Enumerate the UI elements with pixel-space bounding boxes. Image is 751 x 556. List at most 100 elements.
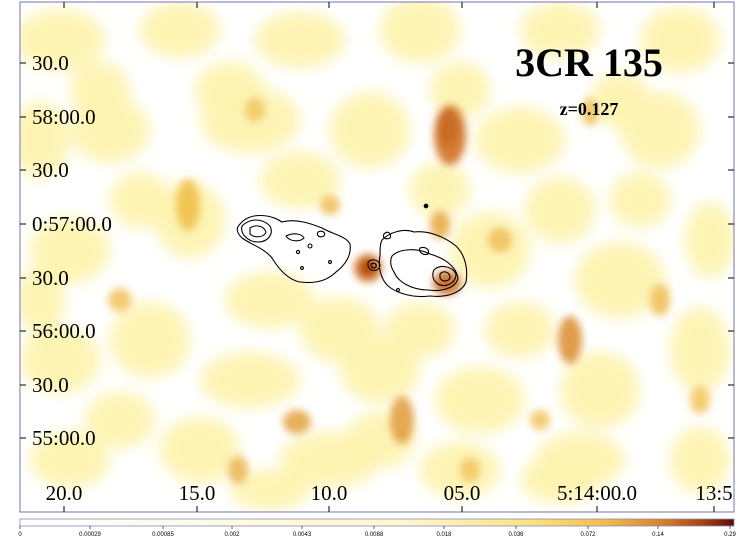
east-lobe-contour-hotspot-inner bbox=[439, 271, 451, 282]
faint-emission-blob bbox=[230, 469, 310, 511]
faint-emission-blob bbox=[475, 107, 565, 173]
colorbar-tick-label: 0.002 bbox=[224, 532, 240, 538]
colorbar-tick-label: 0.14 bbox=[652, 532, 664, 538]
east-lobe-contour-outer bbox=[378, 229, 468, 298]
faint-emission-blob bbox=[110, 302, 190, 378]
core-contour bbox=[367, 259, 381, 272]
faint-emission-blob bbox=[20, 267, 65, 333]
faint-emission-blob bbox=[485, 302, 555, 358]
colorbar-tick-label: 0.00085 bbox=[152, 532, 174, 538]
bright-emission-blob bbox=[650, 284, 670, 316]
faint-emission-blob bbox=[225, 272, 315, 328]
dec-tick-label: 30.0 bbox=[32, 158, 69, 182]
colorbar-tick-label: 0.29 bbox=[724, 532, 736, 538]
bright-emission-blob bbox=[438, 110, 458, 146]
dec-tick-label: 55:00.0 bbox=[32, 426, 96, 450]
faint-emission-blob bbox=[30, 432, 110, 488]
bright-emission-blob bbox=[228, 456, 248, 484]
faint-emission-blob bbox=[160, 417, 240, 483]
ra-tick-label: 13:5 bbox=[695, 481, 732, 505]
faint-emission-blob bbox=[20, 9, 105, 71]
colorbar-tick-label: 0.072 bbox=[580, 532, 596, 538]
faint-emission-blob bbox=[525, 177, 595, 243]
bright-emission-blob bbox=[108, 288, 132, 312]
faint-emission-blob bbox=[20, 102, 70, 178]
colorbar bbox=[19, 518, 735, 527]
faint-emission-blob bbox=[670, 427, 730, 493]
ra-tick-label: 20.0 bbox=[46, 481, 83, 505]
colorbar-tick-label: 0.0088 bbox=[365, 532, 384, 538]
faint-emission-blob bbox=[385, 302, 455, 358]
west-lobe-contour-outer bbox=[236, 214, 351, 284]
bright-emission-blob bbox=[460, 458, 480, 482]
west-lobe-hole-2 bbox=[316, 230, 326, 238]
bright-emission-blob bbox=[530, 410, 550, 430]
faint-emission-blob bbox=[260, 152, 340, 208]
ra-tick-label: 5:14:00.0 bbox=[557, 481, 637, 505]
bright-emission-blob bbox=[245, 98, 265, 122]
dec-tick-label: 30.0 bbox=[32, 373, 69, 397]
dec-tick-label: 30.0 bbox=[32, 266, 69, 290]
faint-emission-blob bbox=[255, 12, 345, 68]
faint-emission-blob bbox=[430, 62, 490, 118]
ra-tick-label: 05.0 bbox=[444, 481, 481, 505]
faint-emission-blob bbox=[330, 92, 410, 168]
faint-emission-blob bbox=[560, 352, 640, 428]
bright-emission-blob bbox=[176, 179, 200, 231]
faint-emission-blob bbox=[140, 2, 220, 58]
bright-emission-blob bbox=[390, 396, 414, 444]
faint-emission-blob bbox=[435, 367, 525, 433]
faint-emission-layer bbox=[20, 2, 734, 511]
xray-emission-map bbox=[20, 2, 734, 512]
east-lobe-contour-hotspot bbox=[432, 265, 457, 287]
colorbar-tick-label: 0.0043 bbox=[293, 532, 312, 538]
faint-emission-blob bbox=[30, 217, 110, 283]
east-lobe-contour-mid bbox=[390, 249, 459, 292]
figure-subtitle: z=0.127 bbox=[560, 99, 619, 119]
faint-emission-blob bbox=[575, 242, 665, 318]
faint-emission-blob bbox=[685, 202, 734, 278]
faint-emission-blob bbox=[520, 457, 600, 503]
colorbar-tick-label: 0.036 bbox=[508, 532, 524, 538]
bright-emission-layer bbox=[108, 98, 710, 484]
figure-title: 3CR 135 bbox=[515, 40, 663, 85]
bright-emission-blob bbox=[320, 195, 340, 215]
faint-emission-blob bbox=[340, 337, 420, 403]
west-lobe-contour-inner bbox=[241, 219, 272, 243]
bright-emission-blob bbox=[690, 386, 710, 414]
dec-tick-label: 58:00.0 bbox=[32, 105, 96, 129]
bright-emission-blob bbox=[558, 316, 582, 364]
plot-frame bbox=[19, 1, 735, 513]
faint-emission-blob bbox=[380, 2, 460, 63]
faint-emission-blob bbox=[590, 72, 650, 128]
faint-emission-blob bbox=[450, 212, 530, 288]
declination-axis-labels: 30.0 58:00.0 30.0 0:57:00.0 30.0 56:00.0 30.0 5… bbox=[32, 51, 112, 450]
bright-emission-blob bbox=[488, 228, 512, 252]
dec-tick-label: 30.0 bbox=[32, 51, 69, 75]
bright-emission-blob bbox=[430, 211, 450, 239]
faint-emission-blob bbox=[640, 7, 720, 73]
dec-tick-label: 56:00.0 bbox=[32, 319, 96, 343]
colorbar-tick-labels: 0 0.00029 0.00085 0.002 0.0043 0.0088 0.018 0.0… bbox=[18, 526, 736, 538]
core-contour-inner bbox=[370, 262, 377, 269]
faint-emission-blob bbox=[85, 392, 155, 448]
colorbar-tick-label: 0.00029 bbox=[79, 532, 101, 538]
bright-emission-blob bbox=[582, 98, 598, 126]
colorbar-tick-label: 0.018 bbox=[436, 532, 452, 538]
west-lobe-contour-core bbox=[249, 225, 267, 238]
frame-ticks bbox=[20, 2, 734, 512]
faint-emission-blob bbox=[200, 352, 300, 408]
radio-contours bbox=[236, 203, 468, 298]
faint-emission-blob bbox=[410, 162, 470, 218]
faint-emission-blob bbox=[110, 172, 170, 228]
faint-emission-blob bbox=[610, 172, 670, 228]
faint-emission-blob bbox=[20, 327, 100, 393]
faint-emission-blob bbox=[520, 2, 600, 58]
ra-tick-label: 15.0 bbox=[179, 481, 216, 505]
ra-tick-label: 10.0 bbox=[311, 481, 348, 505]
faint-emission-blob bbox=[670, 307, 730, 393]
west-lobe-hole-1 bbox=[285, 233, 305, 242]
dec-tick-label: 0:57:00.0 bbox=[32, 212, 112, 236]
